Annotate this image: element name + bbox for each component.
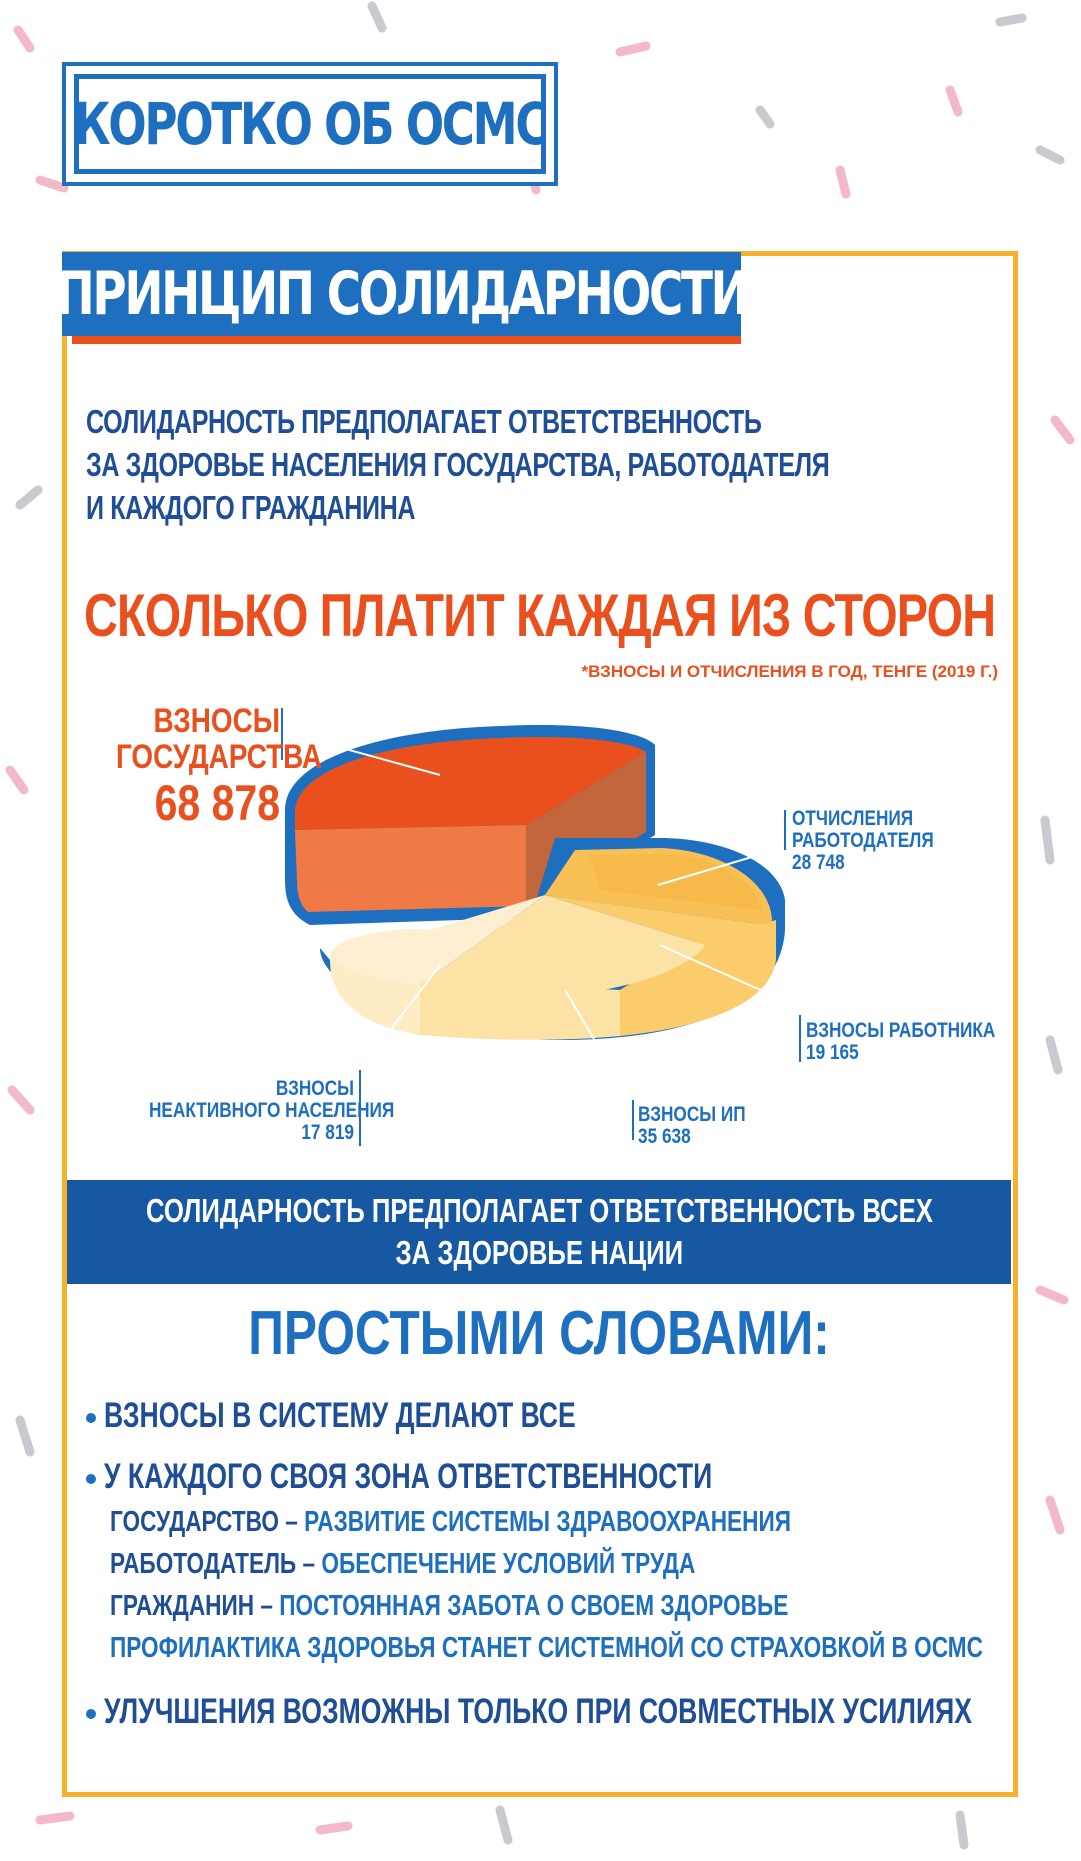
label-inactive-line2: НЕАКТИВНОГО НАСЕЛЕНИЯ [149,1099,395,1122]
label-employer-line1: ОТЧИСЛЕНИЯ [792,807,914,830]
intro-text: СОЛИДАРНОСТЬ ПРЕДПОЛАГАЕТ ОТВЕТСТВЕННОСТ… [86,400,1006,529]
header-stamp-inner: КОРОТКО ОБ ОСМС [73,74,549,174]
leader-line-government [283,731,441,776]
pie-slice-ip-top [420,895,705,995]
solidarity-banner: СОЛИДАРНОСТЬ ПРЕДПОЛАГАЕТ ОТВЕТСТВЕННОСТ… [67,1180,1011,1284]
bullet-text: УЛУЧШЕНИЯ ВОЗМОЖНЫ ТОЛЬКО ПРИ СОВМЕСТНЫХ… [104,1692,972,1731]
bullet-dot-icon [86,1708,96,1719]
responsibility-row: ГРАЖДАНИН – ПОСТОЯННАЯ ЗАБОТА О СВОЕМ ЗД… [110,1590,980,1622]
banner-line: СОЛИДАРНОСТЬ ПРЕДПОЛАГАЕТ ОТВЕТСТВЕННОСТ… [145,1192,933,1229]
section-title-band: ПРИНЦИП СОЛИДАРНОСТИ [56,252,750,336]
leader-line-inactive [359,964,441,1071]
bullet-dot-icon [86,1412,96,1423]
leader-line-employee [659,944,797,1007]
page-title: КОРОТКО ОБ ОСМС [73,90,549,158]
label-inactive: ВЗНОСЫ НЕАКТИВНОГО НАСЕЛЕНИЯ 17 819 [104,1077,395,1144]
section-title: ПРИНЦИП СОЛИДАРНОСТИ [55,259,750,329]
responsibility-row: ГОСУДАРСТВО – РАЗВИТИЕ СИСТЕМЫ ЗДРАВООХР… [110,1506,983,1538]
label-employee-value: 19 165 [806,1041,859,1064]
label-employer-line2: РАБОТОДАТЕЛЯ [792,829,934,852]
simple-words-title: ПРОСТЫМИ СЛОВАМИ: [67,1298,1011,1370]
label-government-line1: ВЗНОСЫ [153,702,280,740]
label-inactive-value: 17 819 [301,1121,354,1144]
responsibility-key: РАБОТОДАТЕЛЬ – [110,1548,322,1580]
header-stamp: КОРОТКО ОБ ОСМС [62,62,558,186]
label-government-value: 68 878 [154,775,280,831]
bullet-item: УЛУЧШЕНИЯ ВОЗМОЖНЫ ТОЛЬКО ПРИ СОВМЕСТНЫХ… [86,1692,1081,1732]
label-employer-value: 28 748 [792,851,845,874]
bullet-item: У КАЖДОГО СВОЯ ЗОНА ОТВЕТСТВЕННОСТИ [86,1457,904,1497]
label-inactive-line1: ВЗНОСЫ [275,1077,354,1100]
label-employee-line1: ВЗНОСЫ РАБОТНИКА [806,1019,996,1042]
label-ip: ВЗНОСЫ ИП 35 638 [638,1104,769,1148]
pie-slice-employer-highlight [590,854,762,910]
pie-slice-government-side-front [295,825,526,912]
responsibility-key: ГРАЖДАНИН – [110,1590,280,1622]
bullet-item: ВЗНОСЫ В СИСТЕМУ ДЕЛАЮТ ВСЕ [86,1396,725,1436]
label-employee: ВЗНОСЫ РАБОТНИКА 19 165 [806,1020,1037,1064]
responsibility-value: РАЗВИТИЕ СИСТЕМЫ ЗДРАВООХРАНЕНИЯ [304,1506,791,1538]
responsibility-row: РАБОТОДАТЕЛЬ – ОБЕСПЕЧЕНИЕ УСЛОВИЙ ТРУДА [110,1548,860,1580]
pie-slice-ip-side [420,980,620,1040]
leader-lines [281,708,801,1146]
pie-slice-employee-side [620,920,776,1036]
responsibility-key: ГОСУДАРСТВО – [110,1506,305,1538]
bullet-text: ВЗНОСЫ В СИСТЕМУ ДЕЛАЮТ ВСЕ [104,1396,576,1435]
pie-slice-employee-top [545,895,768,949]
prevention-text: ПРОФИЛАКТИКА ЗДОРОВЬЯ СТАНЕТ СИСТЕМНОЙ С… [110,1632,983,1664]
label-government-line2: ГОСУДАРСТВА [116,738,323,776]
banner-line: ЗА ЗДОРОВЬЕ НАЦИИ [395,1234,683,1271]
label-ip-line1: ВЗНОСЫ ИП [638,1103,746,1126]
label-employer: ОТЧИСЛЕНИЯ РАБОТОДАТЕЛЯ 28 748 [792,808,965,874]
leader-line-ip [564,989,631,1101]
label-government: ВЗНОСЫ ГОСУДАРСТВА 68 878 [80,702,323,831]
chart-subtitle: *ВЗНОСЫ И ОТЧИСЛЕНИЯ В ГОД, ТЕНГЕ (2019 … [581,662,999,681]
intro-line: СОЛИДАРНОСТЬ ПРЕДПОЛАГАЕТ ОТВЕТСТВЕННОСТ… [86,403,762,440]
leader-line-employer [657,847,783,886]
intro-line: И КАЖДОГО ГРАЖДАНИНА [86,489,416,526]
bullet-text: У КАЖДОГО СВОЯ ЗОНА ОТВЕТСТВЕННОСТИ [104,1457,713,1496]
responsibility-value: ПОСТОЯННАЯ ЗАБОТА О СВОЕМ ЗДОРОВЬЕ [279,1590,789,1622]
label-ip-value: 35 638 [638,1125,691,1148]
prevention-note: ПРОФИЛАКТИКА ЗДОРОВЬЯ СТАНЕТ СИСТЕМНОЙ С… [110,1632,1081,1664]
intro-line: ЗА ЗДОРОВЬЕ НАСЕЛЕНИЯ ГОСУДАРСТВА, РАБОТ… [86,446,830,483]
bullet-dot-icon [86,1473,96,1484]
responsibility-value: ОБЕСПЕЧЕНИЕ УСЛОВИЙ ТРУДА [321,1548,696,1580]
pie-slice-inactive-top [330,895,545,985]
chart-title: СКОЛЬКО ПЛАТИТ КАЖДАЯ ИЗ СТОРОН [84,582,1024,650]
simple-words-title-text: ПРОСТЫМИ СЛОВАМИ: [248,1299,830,1368]
